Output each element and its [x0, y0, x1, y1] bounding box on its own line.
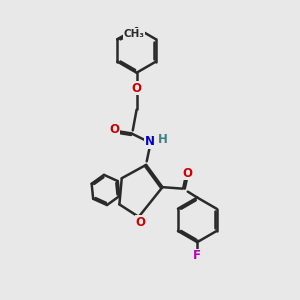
Text: F: F — [193, 249, 201, 262]
Text: CH₃: CH₃ — [124, 29, 145, 39]
Text: H: H — [158, 133, 168, 146]
Text: O: O — [132, 82, 142, 95]
Text: N: N — [145, 135, 155, 148]
Text: O: O — [182, 167, 192, 180]
Text: O: O — [135, 216, 145, 229]
Text: O: O — [109, 123, 119, 136]
